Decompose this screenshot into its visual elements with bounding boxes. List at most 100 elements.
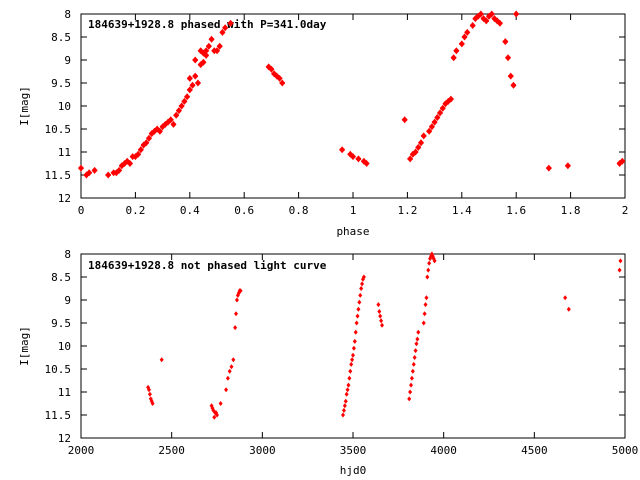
unphased-data-point: [412, 355, 417, 360]
unphased-data-point: [225, 375, 230, 381]
phased-y-tick-label: 12: [58, 192, 71, 205]
unphased-data-point: [350, 357, 355, 363]
unphased-data-point: [617, 267, 622, 273]
phased-x-axis-label: phase: [336, 225, 369, 238]
unphased-x-tick-label: 2000: [68, 444, 95, 457]
phased-data-point-bar: [198, 49, 204, 52]
phased-data-point-bar: [364, 162, 370, 165]
phased-data-point-bar: [154, 128, 160, 130]
unphased-data-point: [352, 338, 357, 344]
unphased-x-tick-label: 4500: [521, 444, 548, 457]
phased-data-point-bar: [203, 49, 209, 52]
unphased-data-point: [409, 382, 414, 388]
phased-y-tick-label: 8.5: [51, 31, 71, 44]
unphased-data-point: [416, 329, 421, 335]
unphased-data-point: [212, 414, 217, 420]
phased-data-point-bar: [546, 167, 552, 170]
unphased-y-tick-label: 9: [64, 294, 71, 307]
unphased-data-point: [348, 368, 353, 374]
phased-data-point-bar: [350, 155, 356, 158]
unphased-data-point: [227, 368, 232, 374]
phased-data-point-bar: [116, 169, 122, 172]
phased-data-point-bar: [170, 123, 176, 126]
phased-data-point-bar: [173, 114, 179, 117]
phased-data-point-bar: [619, 160, 625, 163]
phased-data-point-bar: [168, 118, 174, 121]
phased-data-point-bar: [426, 130, 432, 133]
phased-data-point-bar: [219, 31, 225, 34]
phased-plot-frame: [80, 13, 626, 199]
phased-data-point-bar: [339, 148, 345, 151]
unphased-data-point: [424, 295, 429, 301]
phased-data-point-bar: [437, 111, 443, 114]
unphased-light-curve-panel: hjd0 I[mag] 2000 2500 3000 3500 4000 4500 5000…: [18, 248, 638, 477]
unphased-x-tick-label: 3000: [249, 444, 276, 457]
phased-data-point-bar: [434, 116, 440, 119]
unphased-data-point: [377, 309, 382, 314]
unphased-y-tick-label: 11: [58, 386, 71, 399]
unphased-data-point: [411, 361, 416, 367]
phased-data-point-bar: [448, 98, 454, 101]
phased-data-point-bar: [442, 102, 448, 105]
phased-data-point-bar: [187, 88, 193, 91]
phased-data-point-bar: [565, 164, 571, 167]
phased-data-point-bar: [462, 36, 468, 38]
unphased-y-tick-label: 8.5: [51, 271, 71, 284]
phased-data-point-bar: [274, 75, 280, 78]
unphased-data-point: [234, 311, 239, 317]
phased-data-point-bar: [453, 49, 459, 52]
unphased-data-point: [407, 396, 412, 402]
unphased-data-point: [353, 329, 358, 335]
unphased-data-point: [150, 401, 155, 406]
unphased-data-point: [215, 412, 219, 418]
phased-data-point-bar: [190, 84, 196, 87]
unphased-y-axis-label: I[mag]: [18, 326, 31, 366]
phased-x-tick-label: 0.8: [289, 204, 309, 217]
phased-x-tick-label: 2: [622, 204, 629, 217]
unphased-data-point: [422, 311, 427, 317]
phased-x-tick-label: 0: [78, 204, 85, 217]
phased-data-point-bar: [429, 125, 435, 128]
unphased-data-point: [421, 320, 426, 326]
unphased-chart-title: 184639+1928.8 not phased light curve: [88, 259, 327, 272]
phased-x-tick-label: 1.4: [452, 204, 472, 217]
phased-x-tick-label: 1: [350, 204, 357, 217]
phased-data-point-bar: [413, 151, 419, 153]
unphased-data-point: [357, 299, 362, 305]
phased-data-point-bar: [475, 15, 481, 18]
unphased-data-point: [147, 387, 151, 393]
unphased-data-point: [563, 295, 568, 301]
phased-y-tick-label: 8: [64, 8, 71, 21]
unphased-data-point: [351, 352, 355, 358]
phased-y-tick-label: 10.5: [45, 123, 72, 136]
phased-data-point-bar: [222, 26, 228, 29]
phased-data-point-bar: [510, 84, 516, 87]
unphased-data-point: [358, 292, 363, 298]
phased-data-point-bar: [271, 72, 277, 75]
phased-data-point-bar: [418, 141, 424, 144]
phased-data-point-bar: [486, 15, 492, 18]
phased-data-point-bar: [402, 118, 408, 121]
phased-data-point-bar: [505, 56, 511, 59]
unphased-data-point: [409, 375, 414, 381]
phased-data-point-bar: [195, 82, 201, 84]
phased-data-point-bar: [113, 171, 119, 174]
unphased-data-point: [231, 357, 236, 363]
unphased-plot-frame: [80, 253, 626, 439]
phased-data-point-bar: [410, 153, 416, 156]
unphased-data-point: [349, 361, 354, 367]
unphased-data-point: [351, 345, 356, 351]
unphased-data-point: [234, 297, 239, 303]
phased-data-point-bar: [184, 95, 190, 98]
unphased-data-point: [147, 391, 152, 397]
phased-data-point-bar: [440, 107, 446, 110]
phased-data-point-bar: [268, 68, 274, 71]
phased-data-point-bar: [491, 17, 497, 20]
unphased-data-point: [423, 302, 428, 308]
phased-data-point-bar: [151, 130, 157, 133]
unphased-data-point: [361, 274, 366, 280]
phased-y-tick-label: 11: [58, 146, 71, 159]
phased-data-point-bar: [138, 148, 144, 151]
unphased-y-tick-label: 8: [64, 248, 71, 261]
unphased-data-point: [347, 375, 352, 381]
